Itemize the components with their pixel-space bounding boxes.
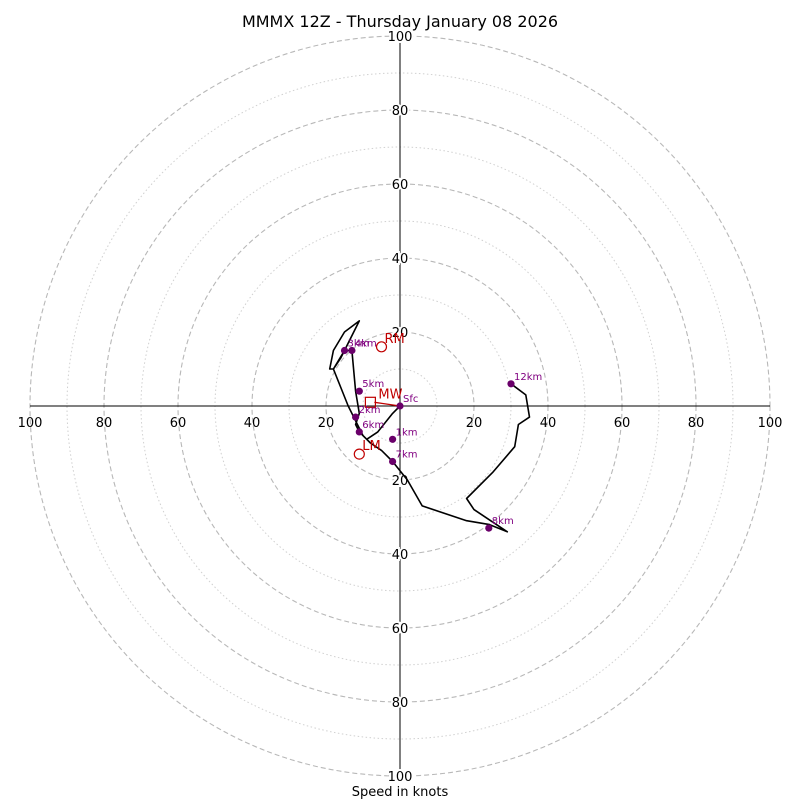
y-tick-label: 60 — [392, 178, 409, 193]
height-label-2km: 2km — [359, 405, 381, 416]
x-tick-label: 40 — [244, 416, 261, 431]
x-tick-label: 80 — [96, 416, 113, 431]
y-tick-label: 60 — [392, 622, 409, 637]
y-tick-label: 20 — [392, 474, 409, 489]
height-label-4km: 4km — [355, 339, 377, 350]
height-point-2km — [352, 413, 360, 421]
storm-motion-rm-label: RM — [385, 332, 405, 347]
storm-motion-lm-marker — [353, 448, 365, 460]
height-point-12km — [507, 380, 515, 388]
y-tick-label: 40 — [392, 252, 409, 267]
height-point-7km — [389, 457, 397, 466]
x-tick-label: 20 — [466, 416, 483, 431]
height-label-8km: 8km — [492, 516, 514, 527]
mean-wind-vector — [374, 401, 401, 407]
y-tick-label: 100 — [388, 770, 413, 785]
height-point-5km — [355, 387, 363, 395]
height-label-sfc: Sfc — [403, 394, 418, 405]
height-point-6km — [355, 428, 363, 436]
height-label-7km: 7km — [396, 450, 418, 461]
height-point-sfc — [396, 402, 404, 410]
storm-motion-markers: RM LM MW — [353, 332, 405, 460]
hodograph-line — [328, 320, 531, 533]
x-tick-label: 80 — [688, 416, 705, 431]
storm-motion-rm-marker — [375, 341, 388, 353]
x-tick-label: 60 — [170, 416, 187, 431]
height-label-5km: 5km — [362, 379, 384, 390]
x-tick-label: 20 — [318, 416, 335, 431]
height-label-3km: 3km — [348, 339, 370, 350]
y-tick-label: 80 — [392, 696, 409, 711]
height-point-4km — [348, 346, 356, 355]
height-point-3km — [340, 346, 349, 355]
y-tick-label: 20 — [392, 326, 409, 341]
storm-motion-lm-label: LM — [362, 439, 380, 454]
chart-title: MMMX 12Z - Thursday January 08 2026 — [242, 12, 558, 31]
height-label-6km: 6km — [362, 420, 384, 431]
height-point-8km — [485, 524, 493, 532]
hodograph-trace — [328, 320, 531, 533]
x-tick-label: 60 — [614, 416, 631, 431]
mean-wind-marker — [364, 396, 376, 408]
x-axis-label: Speed in knots — [352, 785, 449, 800]
y-tick-label: 40 — [392, 548, 409, 563]
x-tick-label: 100 — [758, 416, 783, 431]
x-tick-label: 40 — [540, 416, 557, 431]
y-tick-label: 80 — [392, 104, 409, 119]
height-label-1km: 1km — [396, 427, 418, 438]
y-tick-label: 100 — [388, 30, 413, 45]
height-point-1km — [389, 435, 397, 443]
mean-wind-label: MW — [378, 387, 402, 402]
x-tick-label: 100 — [18, 416, 43, 431]
height-label-12km: 12km — [514, 372, 542, 383]
